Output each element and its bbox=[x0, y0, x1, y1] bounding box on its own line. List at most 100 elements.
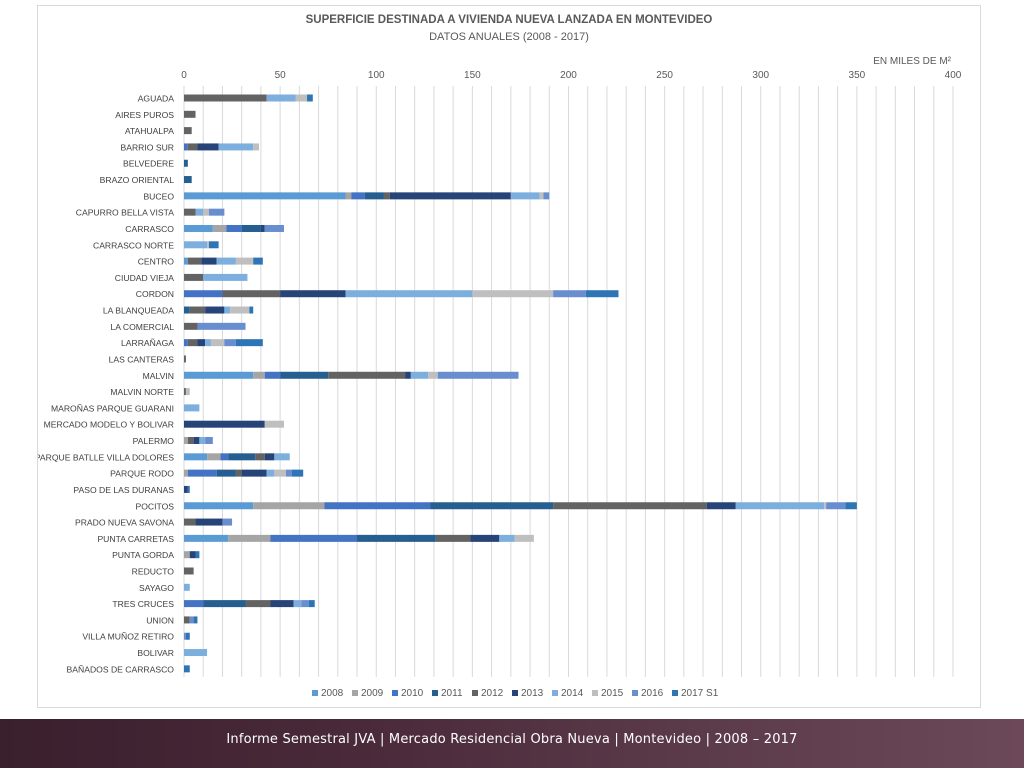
bar-segment bbox=[201, 257, 217, 265]
bar-segment bbox=[351, 192, 365, 200]
bar-segment bbox=[585, 290, 619, 298]
x-tick-label: 350 bbox=[849, 70, 866, 81]
bar-segment bbox=[280, 290, 346, 298]
category-label: CORDON bbox=[136, 289, 174, 299]
category-label: PARQUE BATLLE VILLA DOLORES bbox=[38, 452, 174, 462]
bar-segment bbox=[274, 469, 286, 477]
bar-segment bbox=[266, 469, 275, 477]
bar-segment bbox=[430, 502, 554, 510]
bar-segment bbox=[205, 437, 213, 445]
bar-segment bbox=[389, 192, 511, 200]
bar-segment bbox=[264, 420, 284, 428]
category-label: REDUCTO bbox=[132, 566, 175, 576]
bar-segment bbox=[197, 143, 219, 151]
category-label: CIUDAD VIEJA bbox=[115, 273, 174, 283]
bar-segment bbox=[187, 257, 202, 265]
bar-segment bbox=[270, 534, 358, 542]
bar-segment bbox=[193, 616, 198, 624]
bar-segment bbox=[184, 339, 188, 347]
bar-segment bbox=[293, 600, 302, 608]
legend-label: 2015 bbox=[601, 688, 624, 699]
bar-segment bbox=[184, 567, 194, 575]
bar-segment bbox=[224, 339, 236, 347]
category-label: PUNTA CARRETAS bbox=[97, 534, 174, 544]
bar-segment bbox=[230, 306, 250, 314]
bar-segment bbox=[195, 518, 223, 526]
bar-segment bbox=[216, 257, 236, 265]
legend-label: 2016 bbox=[641, 688, 664, 699]
category-label: VILLA MUÑOZ RETIRO bbox=[82, 632, 174, 642]
bar-segment bbox=[184, 224, 213, 232]
category-label: MERCADO MODELO Y BOLIVAR bbox=[44, 420, 174, 430]
bar-segment bbox=[189, 551, 196, 559]
bar-segment bbox=[253, 257, 263, 265]
bar-segment bbox=[184, 502, 254, 510]
category-label: POCITOS bbox=[135, 501, 174, 511]
bar-segment bbox=[241, 224, 261, 232]
bar-segment bbox=[203, 600, 246, 608]
legend-label: 2017 S1 bbox=[681, 688, 719, 699]
bar-segment bbox=[187, 143, 198, 151]
legend-label: 2008 bbox=[321, 688, 344, 699]
bar-segment bbox=[264, 371, 281, 379]
legend-swatch bbox=[632, 690, 638, 696]
bar-segment bbox=[222, 290, 281, 298]
legend-swatch bbox=[672, 690, 678, 696]
category-label: CARRASCO NORTE bbox=[93, 240, 174, 250]
bar-segment bbox=[328, 371, 406, 379]
bar-segment bbox=[266, 94, 296, 102]
legend-label: 2012 bbox=[481, 688, 504, 699]
bar-segment bbox=[184, 355, 186, 363]
bar-segment bbox=[235, 339, 263, 347]
bar-segment bbox=[553, 290, 586, 298]
category-label: LA COMERCIAL bbox=[110, 322, 174, 332]
bar-segment bbox=[195, 551, 200, 559]
bar-segment bbox=[539, 192, 544, 200]
bar-segment bbox=[184, 388, 186, 396]
bar-segment bbox=[184, 127, 192, 135]
bar-segment bbox=[357, 534, 436, 542]
legend-swatch bbox=[552, 690, 558, 696]
category-label: CENTRO bbox=[138, 257, 175, 267]
bar-segment bbox=[184, 649, 208, 657]
bar-segment bbox=[437, 371, 519, 379]
bar-segment bbox=[218, 143, 254, 151]
bar-segment bbox=[253, 502, 325, 510]
bar-segment bbox=[255, 453, 265, 461]
bar-segment bbox=[184, 143, 188, 151]
bar-segment bbox=[184, 371, 254, 379]
bar-layer bbox=[184, 94, 857, 673]
bar-segment bbox=[184, 290, 223, 298]
bar-segment bbox=[228, 453, 256, 461]
bar-segment bbox=[222, 518, 233, 526]
bar-segment bbox=[184, 600, 204, 608]
footer-text: Informe Semestral JVA | Mercado Residenc… bbox=[226, 732, 798, 747]
bar-segment bbox=[264, 224, 284, 232]
category-label: MAROÑAS PARQUE GUARANI bbox=[51, 403, 174, 413]
bar-segment bbox=[706, 502, 736, 510]
bar-segment bbox=[184, 306, 190, 314]
bar-segment bbox=[499, 534, 515, 542]
bar-segment bbox=[184, 453, 208, 461]
footer-band: Informe Semestral JVA | Mercado Residenc… bbox=[0, 719, 1024, 768]
bar-segment bbox=[216, 469, 236, 477]
bar-segment bbox=[184, 518, 196, 526]
bar-segment bbox=[510, 192, 540, 200]
bar-segment bbox=[203, 208, 209, 216]
bar-segment bbox=[228, 534, 271, 542]
category-label: MALVIN NORTE bbox=[110, 387, 174, 397]
bar-segment bbox=[253, 143, 259, 151]
legend-label: 2014 bbox=[561, 688, 584, 699]
bar-segment bbox=[345, 290, 473, 298]
chart-frame: SUPERFICIE DESTINADA A VIVIENDA NUEVA LA… bbox=[37, 5, 981, 708]
category-label: BELVEDERE bbox=[123, 159, 174, 169]
category-label: PALERMO bbox=[133, 436, 175, 446]
bar-segment bbox=[301, 600, 309, 608]
legend: 2008 2009 2010 2011 2012 2013 2014 2015 2016 2017… bbox=[312, 688, 719, 699]
bar-segment bbox=[324, 502, 431, 510]
bar-segment bbox=[184, 94, 267, 102]
bar-segment bbox=[285, 469, 292, 477]
chart-subtitle: DATOS ANUALES (2008 - 2017) bbox=[429, 31, 589, 43]
x-tick-label: 250 bbox=[656, 70, 673, 81]
bar-segment bbox=[208, 208, 225, 216]
